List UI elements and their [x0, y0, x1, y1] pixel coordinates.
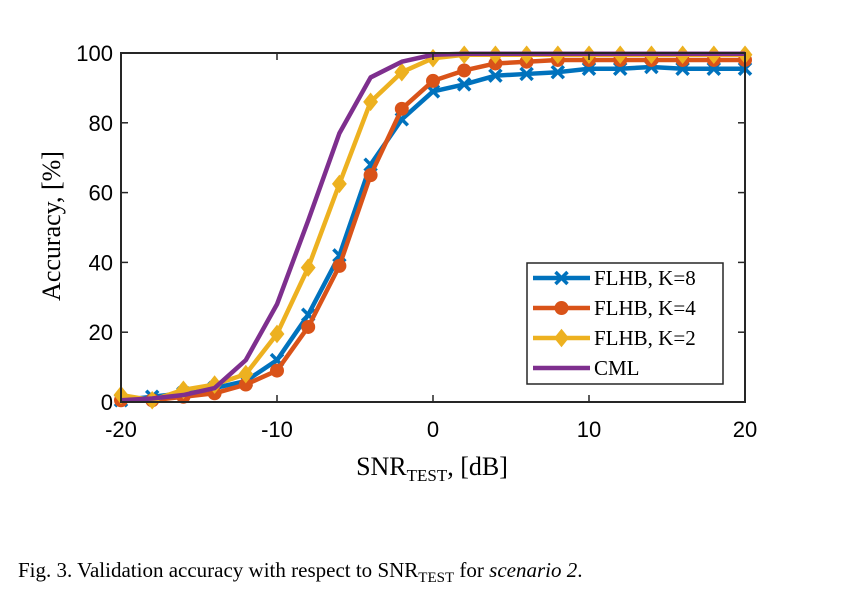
data-point — [238, 364, 254, 384]
x-tick-label: 20 — [733, 417, 757, 442]
legend-label: FLHB, K=4 — [594, 296, 696, 320]
data-point — [456, 77, 472, 92]
legend-entry: CML — [533, 356, 640, 380]
legend-entries: FLHB, K=8 FLHB, K=4 FLHB, K=2 CML — [533, 266, 696, 380]
x-axis-label-main: SNR — [356, 452, 407, 481]
legend-entry: FLHB, K=8 — [533, 266, 696, 290]
y-tick-label: 0 — [101, 390, 113, 415]
ticks-layer: -20 -10 0 10 20 0 20 40 60 80 100 — [76, 41, 757, 442]
data-point — [301, 319, 316, 334]
x-tick-label: 0 — [427, 417, 439, 442]
legend-box — [526, 262, 724, 385]
data-point — [363, 168, 378, 183]
caption-prefix: Fig. 3. Validation accuracy with respect… — [18, 558, 377, 582]
legend-marker — [554, 301, 569, 315]
y-tick-label: 40 — [89, 250, 113, 275]
data-point — [550, 64, 566, 80]
x-axis-label-suffix: , [dB] — [447, 452, 508, 481]
data-point — [426, 73, 440, 88]
data-point — [300, 258, 316, 277]
y-tick-label: 60 — [89, 181, 113, 206]
caption-snr-main: SNR — [377, 558, 418, 582]
figure-caption: Fig. 3. Validation accuracy with respect… — [18, 558, 582, 586]
x-tick-label: -10 — [261, 417, 293, 442]
data-point — [394, 62, 410, 82]
y-tick-label: 100 — [76, 41, 113, 66]
data-point — [363, 92, 379, 112]
plot-area: -20 -10 0 10 20 0 20 40 60 80 100 — [76, 41, 757, 442]
data-point — [331, 174, 347, 194]
y-tick-label: 80 — [89, 111, 113, 136]
caption-scenario: scenario 2 — [489, 558, 578, 582]
caption-snr-sub: TEST — [418, 570, 454, 586]
caption-for-text: for — [454, 558, 489, 582]
legend-entry: FLHB, K=4 — [533, 296, 696, 320]
series-layer — [113, 45, 753, 410]
legend-label: FLHB, K=8 — [594, 266, 696, 290]
data-point — [519, 66, 534, 82]
x-tick-label: 10 — [577, 417, 601, 442]
legend-label: CML — [594, 356, 640, 380]
y-axis-label: Accuracy, [%] — [37, 151, 66, 301]
legend-label: FLHB, K=2 — [594, 326, 696, 350]
legend: FLHB, K=8 FLHB, K=4 FLHB, K=2 CML — [526, 262, 724, 385]
x-axis-label: SNRTEST, [dB] — [356, 452, 508, 485]
x-tick-label: -20 — [105, 417, 137, 442]
y-tick-label: 20 — [89, 320, 113, 345]
data-point — [457, 63, 472, 78]
caption-period: . — [577, 558, 582, 582]
legend-marker — [554, 270, 569, 286]
data-point — [332, 258, 347, 273]
x-axis-label-sub: TEST — [407, 466, 448, 485]
data-point — [270, 363, 284, 378]
legend-entry: FLHB, K=2 — [533, 326, 696, 350]
data-point — [488, 68, 503, 83]
legend-marker — [554, 328, 569, 348]
data-point — [269, 324, 285, 344]
data-point — [394, 101, 409, 116]
